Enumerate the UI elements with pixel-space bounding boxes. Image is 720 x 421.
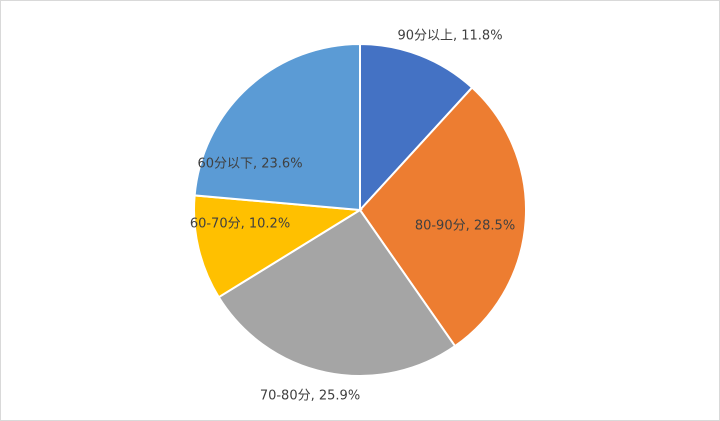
pie-slice: [193, 194, 364, 299]
data-label: 60-70分, 10.2%: [190, 217, 290, 232]
pie-slice: [193, 42, 361, 212]
data-label: 60分以下, 23.6%: [197, 157, 302, 172]
data-label: 80-90分, 28.5%: [415, 219, 515, 234]
data-label: 70-80分, 25.9%: [260, 389, 360, 404]
pie-slice: [217, 208, 457, 377]
pie-slice: [359, 42, 474, 213]
pie-slice: [358, 86, 527, 348]
data-label: 90分以上, 11.8%: [397, 29, 502, 44]
